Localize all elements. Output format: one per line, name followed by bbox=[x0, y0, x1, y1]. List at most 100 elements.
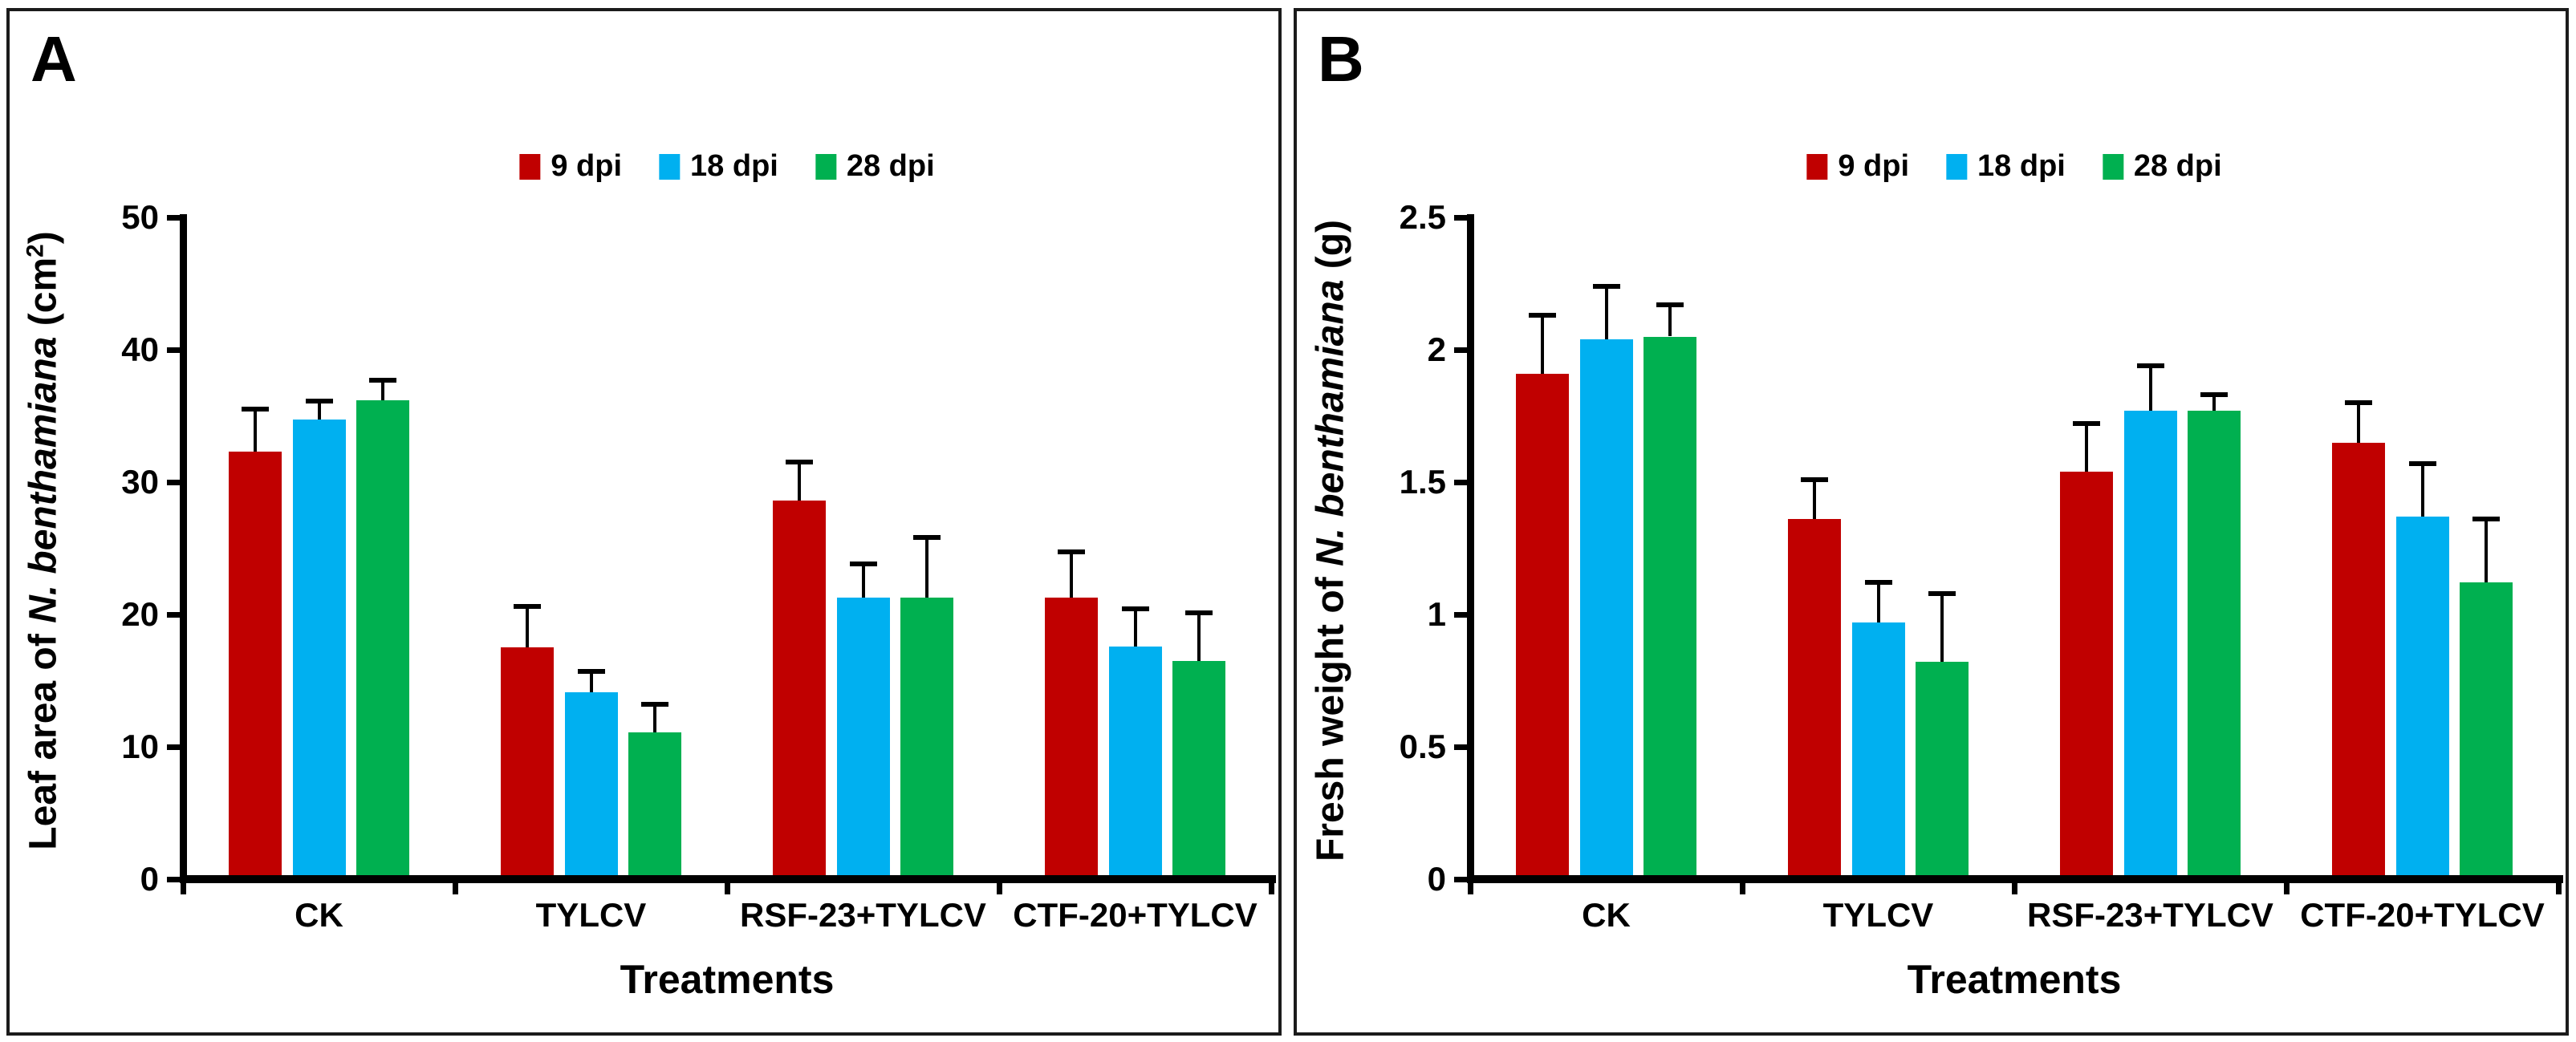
error-bar-whisker bbox=[1940, 593, 1944, 663]
legend-swatch bbox=[659, 153, 681, 180]
error-bar-whisker bbox=[317, 401, 321, 420]
x-tick bbox=[180, 883, 186, 894]
panel-a-letter: A bbox=[30, 23, 77, 95]
error-bar-whisker bbox=[1070, 552, 1073, 598]
x-tick bbox=[452, 883, 458, 894]
y-tick bbox=[1454, 876, 1467, 882]
error-bar-cap bbox=[2136, 363, 2164, 368]
error-bar-whisker bbox=[2357, 403, 2360, 443]
legend-swatch bbox=[815, 153, 836, 180]
y-tick-label: 40 bbox=[121, 330, 159, 368]
panel-b-letter: B bbox=[1318, 23, 1364, 95]
error-bar-cap bbox=[1801, 476, 1828, 482]
x-tick bbox=[1467, 883, 1473, 894]
y-tick-label: 20 bbox=[121, 595, 159, 633]
plot-area: CK TYLCV RSF-23+TYLCV CTF-20+TYLCV 0 10 20 30 40… bbox=[10, 11, 1278, 1032]
legend-label: 9 dpi bbox=[551, 149, 623, 183]
y-tick bbox=[167, 347, 180, 353]
legend-label: 9 dpi bbox=[1838, 149, 1910, 183]
panel-b: B Fresh weight of N. benthamiana (g) 9 d… bbox=[1294, 8, 2569, 1036]
bar bbox=[356, 399, 409, 879]
panel-a: A Leaf area of N. benthamiana (cm2) 9 dp… bbox=[6, 8, 1282, 1036]
y-axis-line bbox=[1467, 214, 1474, 883]
y-tick-label: 0.5 bbox=[1399, 728, 1446, 765]
y-tick-label: 1 bbox=[1427, 595, 1446, 633]
legend-item: 28 dpi bbox=[2102, 149, 2222, 184]
bar bbox=[836, 597, 890, 879]
error-bar-whisker bbox=[1876, 582, 1880, 622]
y-tick bbox=[1454, 214, 1467, 221]
legend-swatch bbox=[2102, 153, 2123, 180]
plot-area: CK TYLCV RSF-23+TYLCV CTF-20+TYLCV 0 0.5 1 1.5 2… bbox=[1297, 11, 2566, 1032]
bar bbox=[229, 452, 282, 879]
bar bbox=[1851, 622, 1905, 879]
bar bbox=[628, 732, 681, 879]
error-bar-cap bbox=[1529, 313, 1556, 318]
error-bar-cap bbox=[1656, 302, 1684, 307]
legend-item: 18 dpi bbox=[659, 149, 778, 184]
x-axis-line bbox=[180, 875, 1276, 883]
legend-label: 18 dpi bbox=[1977, 149, 2066, 183]
x-category-label: RSF-23+TYLCV bbox=[740, 896, 986, 934]
error-bar-whisker bbox=[2485, 519, 2488, 583]
error-bar-whisker bbox=[1541, 315, 1544, 374]
y-tick bbox=[167, 611, 180, 618]
error-bar-whisker bbox=[381, 379, 384, 400]
legend-swatch bbox=[1806, 153, 1828, 180]
x-tick bbox=[724, 883, 730, 894]
x-category-label: CK bbox=[1582, 896, 1631, 934]
error-bar-whisker bbox=[2420, 463, 2424, 517]
error-bar-whisker bbox=[861, 564, 865, 598]
x-tick bbox=[2283, 883, 2290, 894]
error-bar-cap bbox=[1592, 283, 1620, 289]
error-bar-cap bbox=[2408, 460, 2436, 466]
error-bar-cap bbox=[2472, 517, 2500, 522]
bar bbox=[2188, 410, 2241, 879]
legend-item: 9 dpi bbox=[1806, 149, 1909, 184]
x-category-label: TYLCV bbox=[535, 896, 647, 934]
error-bar-cap bbox=[1928, 590, 1956, 596]
y-tick-label: 0 bbox=[1427, 860, 1446, 898]
error-bar-cap bbox=[641, 702, 668, 708]
x-category-label: CTF-20+TYLCV bbox=[1013, 896, 1258, 934]
y-tick bbox=[1454, 479, 1467, 485]
error-bar-cap bbox=[849, 562, 877, 567]
legend-swatch bbox=[519, 153, 541, 180]
legend-label: 28 dpi bbox=[2133, 149, 2222, 183]
y-tick bbox=[1454, 611, 1467, 618]
x-category-label: RSF-23+TYLCV bbox=[2027, 896, 2273, 934]
y-tick-label: 50 bbox=[121, 198, 159, 236]
error-bar-cap bbox=[2200, 392, 2228, 398]
x-tick bbox=[2011, 883, 2017, 894]
error-bar-cap bbox=[1058, 549, 1085, 555]
error-bar-cap bbox=[514, 604, 541, 610]
x-category-label: CK bbox=[295, 896, 343, 934]
error-bar-whisker bbox=[1668, 304, 1672, 337]
legend-item: 18 dpi bbox=[1946, 149, 2066, 184]
bar bbox=[2460, 582, 2513, 879]
error-bar-whisker bbox=[2085, 424, 2088, 472]
x-tick bbox=[1739, 883, 1745, 894]
y-tick-label: 0 bbox=[140, 860, 159, 898]
x-axis-line bbox=[1467, 875, 2563, 883]
x-category-label: CTF-20+TYLCV bbox=[2300, 896, 2545, 934]
y-tick bbox=[1454, 347, 1467, 353]
y-tick bbox=[167, 479, 180, 485]
x-tick bbox=[1268, 883, 1274, 894]
error-bar-whisker bbox=[2148, 365, 2152, 411]
bar bbox=[1516, 373, 1569, 879]
error-bar-cap bbox=[1864, 580, 1892, 586]
error-bar-cap bbox=[1185, 610, 1213, 616]
error-bar-cap bbox=[369, 377, 396, 383]
error-bar-cap bbox=[577, 668, 605, 674]
bar bbox=[1644, 336, 1696, 879]
y-tick-label: 2 bbox=[1427, 330, 1446, 368]
error-bar-cap bbox=[2073, 421, 2100, 427]
legend-swatch bbox=[1946, 153, 1968, 180]
bar bbox=[2395, 516, 2449, 879]
error-bar-whisker bbox=[1813, 479, 1816, 520]
bar bbox=[1108, 646, 1162, 879]
bar bbox=[2123, 410, 2177, 879]
bar bbox=[1579, 339, 1633, 879]
bar bbox=[2060, 471, 2113, 879]
